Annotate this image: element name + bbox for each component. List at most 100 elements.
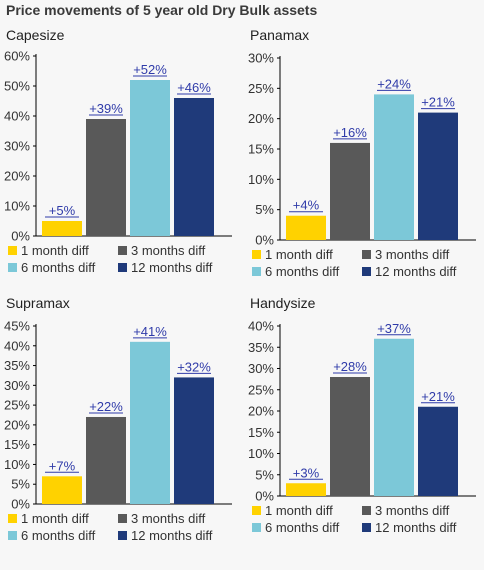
panel-title: Capesize: [6, 27, 65, 43]
panel-capesize: Capesize 0% 10% 20% 30% 40% 50% 60% +5% +39% +52% +…: [0, 24, 240, 304]
data-label: +28%: [333, 359, 367, 374]
legend-swatch: [252, 250, 261, 259]
y-tick-label: 40%: [4, 338, 30, 353]
legend-swatch: [252, 267, 261, 276]
panel-panamax: Panamax 0% 5% 10% 15% 20% 25% 30% +4% +16% +24% +21…: [244, 24, 484, 304]
data-label: +21%: [421, 389, 455, 404]
legend-label: 12 months diff: [131, 528, 213, 543]
y-tick-label: 60%: [4, 49, 30, 64]
legend-label: 1 month diff: [265, 247, 333, 262]
legend-label: 3 months diff: [131, 243, 206, 258]
bar-handysize-2: [330, 377, 370, 496]
legend-swatch: [118, 246, 127, 255]
data-label: +3%: [293, 465, 320, 480]
legend-swatch: [118, 514, 127, 523]
legend-label: 6 months diff: [21, 528, 96, 543]
y-tick-label: 25%: [248, 81, 274, 96]
y-tick-label: 15%: [4, 437, 30, 452]
chart-supramax: Supramax 0% 5% 10% 15% 20% 25% 30% 35% 40% 45% +7% +…: [4, 295, 232, 543]
legend-label: 6 months diff: [265, 264, 340, 279]
bar-panamax-2: [330, 142, 370, 240]
legend-label: 3 months diff: [375, 247, 450, 262]
panel-handysize: Handysize 0% 5% 10% 15% 20% 25% 30% 35% 40% +3% +28…: [244, 290, 484, 570]
legend-swatch: [362, 250, 371, 259]
y-tick-label: 40%: [4, 109, 30, 124]
bar-supramax-2: [86, 416, 126, 504]
data-label: +4%: [293, 198, 320, 213]
y-tick-label: 10%: [4, 199, 30, 214]
panel-title: Supramax: [6, 295, 70, 311]
panel-title: Handysize: [250, 295, 316, 311]
bar-capesize-4: [174, 98, 214, 236]
legend-swatch: [252, 506, 261, 515]
y-tick-label: 35%: [4, 358, 30, 373]
data-label: +37%: [377, 321, 411, 336]
legend-label: 3 months diff: [375, 503, 450, 518]
data-label: +7%: [49, 458, 76, 473]
data-label: +5%: [49, 203, 76, 218]
legend-swatch: [362, 506, 371, 515]
y-tick-label: 5%: [11, 477, 30, 492]
chart-panamax: Panamax 0% 5% 10% 15% 20% 25% 30% +4% +16% +24% +21…: [248, 27, 476, 279]
y-tick-label: 5%: [255, 467, 274, 482]
legend-label: 6 months diff: [21, 260, 96, 275]
legend-label: 1 month diff: [21, 243, 89, 258]
legend-label: 1 month diff: [21, 511, 89, 526]
y-tick-label: 25%: [248, 382, 274, 397]
data-label: +41%: [133, 324, 167, 339]
panel-title: Panamax: [250, 27, 309, 43]
legend-swatch: [8, 246, 17, 255]
legend-swatch: [8, 263, 17, 272]
y-tick-label: 10%: [4, 457, 30, 472]
legend-swatch: [252, 523, 261, 532]
y-tick-label: 0%: [11, 229, 30, 244]
y-tick-label: 50%: [4, 79, 30, 94]
bar-capesize-1: [42, 221, 82, 236]
y-tick-label: 15%: [248, 142, 274, 157]
data-label: +24%: [377, 76, 411, 91]
legend-swatch: [8, 514, 17, 523]
y-tick-label: 35%: [248, 340, 274, 355]
data-label: +16%: [333, 125, 367, 140]
y-tick-label: 20%: [4, 417, 30, 432]
bar-supramax-3: [130, 341, 170, 504]
legend-swatch: [118, 531, 127, 540]
legend-label: 6 months diff: [265, 520, 340, 535]
data-label: +21%: [421, 95, 455, 110]
legend-label: 3 months diff: [131, 511, 206, 526]
data-label: +39%: [89, 101, 123, 116]
bar-supramax-4: [174, 377, 214, 504]
y-tick-label: 40%: [248, 319, 274, 334]
y-tick-label: 30%: [4, 378, 30, 393]
panel-supramax: Supramax 0% 5% 10% 15% 20% 25% 30% 35% 40% 45% +7% +…: [0, 290, 240, 570]
bar-handysize-3: [374, 338, 414, 496]
data-label: +52%: [133, 62, 167, 77]
y-tick-label: 0%: [255, 489, 274, 504]
y-tick-label: 30%: [248, 51, 274, 66]
bar-supramax-1: [42, 476, 82, 504]
legend-label: 12 months diff: [375, 264, 457, 279]
y-tick-label: 15%: [248, 425, 274, 440]
bar-handysize-1: [286, 483, 326, 496]
chart-handysize: Handysize 0% 5% 10% 15% 20% 25% 30% 35% 40% +3% +28…: [248, 295, 476, 535]
data-label: +22%: [89, 399, 123, 414]
y-tick-label: 5%: [255, 202, 274, 217]
data-label: +32%: [177, 359, 211, 374]
y-tick-label: 10%: [248, 172, 274, 187]
legend-swatch: [8, 531, 17, 540]
y-tick-label: 20%: [248, 111, 274, 126]
y-tick-label: 0%: [255, 233, 274, 248]
bar-capesize-3: [130, 80, 170, 236]
legend-swatch: [362, 267, 371, 276]
y-tick-label: 20%: [248, 404, 274, 419]
data-label: +46%: [177, 80, 211, 95]
legend-label: 12 months diff: [375, 520, 457, 535]
y-tick-label: 0%: [11, 497, 30, 512]
bar-handysize-4: [418, 406, 458, 496]
bar-panamax-4: [418, 112, 458, 240]
y-tick-label: 45%: [4, 319, 30, 334]
y-tick-label: 30%: [4, 139, 30, 154]
main-title: Price movements of 5 year old Dry Bulk a…: [6, 2, 318, 18]
legend-swatch: [362, 523, 371, 532]
